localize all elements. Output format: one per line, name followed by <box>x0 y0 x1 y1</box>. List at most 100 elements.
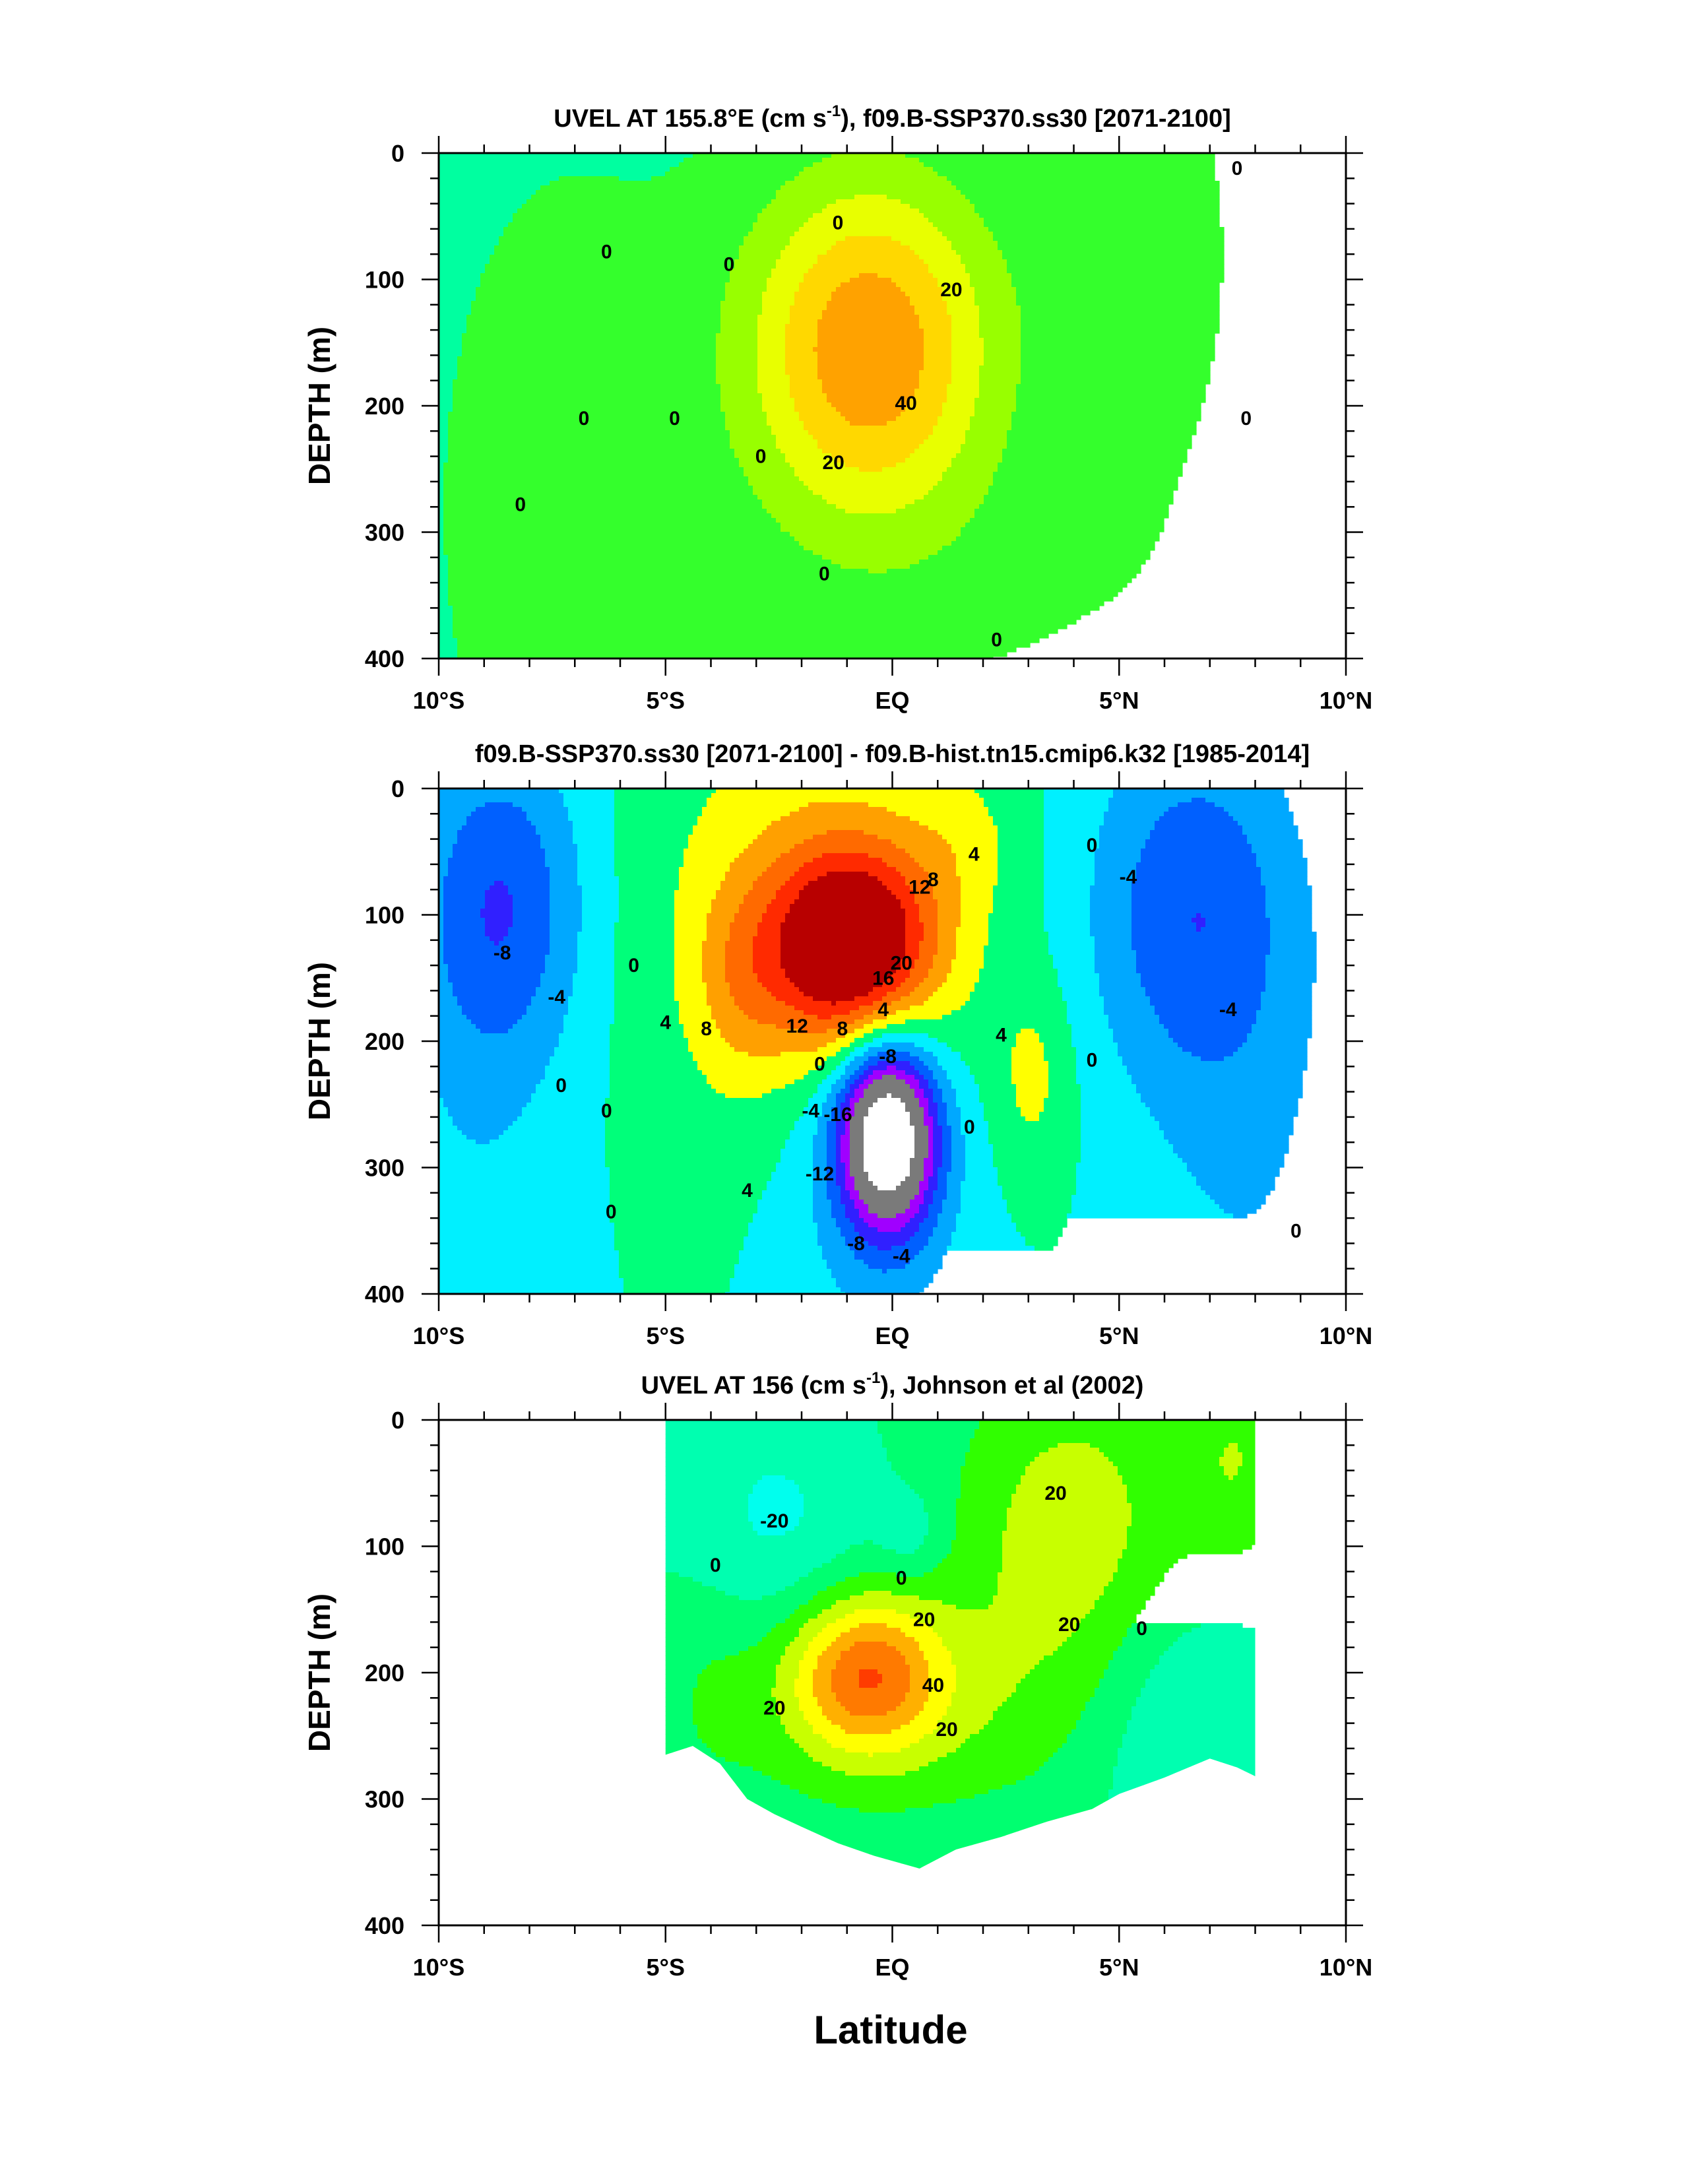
contour-label: 20 <box>891 952 912 974</box>
y-tick-label: 300 <box>365 1786 404 1813</box>
contour-label: 0 <box>1136 1618 1147 1640</box>
contour-label: 8 <box>701 1018 712 1040</box>
contour-label: 0 <box>1240 408 1252 430</box>
axis-ticks <box>422 1403 1363 1943</box>
contour-label: 0 <box>724 254 735 276</box>
y-tick-label: 400 <box>365 1281 404 1308</box>
contour-label: 0 <box>1232 158 1243 179</box>
x-tick-label: 10°S <box>413 1322 464 1349</box>
x-tick-label: EQ <box>875 1954 909 1981</box>
x-tick-label: 5°N <box>1099 1954 1139 1981</box>
contour-label: 0 <box>1087 835 1098 856</box>
contour-label: 20 <box>913 1609 935 1631</box>
x-tick-label: 10°S <box>413 687 464 714</box>
y-tick-label: 200 <box>365 1028 404 1055</box>
y-tick-label: 200 <box>365 393 404 420</box>
x-axis-label: Latitude <box>813 2008 967 2052</box>
contour-label: 20 <box>1058 1614 1080 1636</box>
contour-label: -4 <box>548 986 565 1008</box>
y-tick-label: 100 <box>365 267 404 294</box>
contour-label: 12 <box>786 1015 808 1037</box>
x-tick-label: 10°N <box>1320 1954 1372 1981</box>
contour-fill <box>439 153 1225 658</box>
contour-label: -4 <box>1219 999 1237 1021</box>
y-tick-label: 100 <box>365 1533 404 1560</box>
y-axis-label: DEPTH (m) <box>302 962 336 1120</box>
contour-label: 0 <box>601 241 612 263</box>
contour-label: 0 <box>814 1053 825 1075</box>
x-tick-label: 5°S <box>647 687 685 714</box>
contour-label: 4 <box>877 999 889 1021</box>
contour-label: -16 <box>823 1104 852 1126</box>
contour-label: 0 <box>1291 1220 1302 1242</box>
contour-label: 4 <box>996 1024 1007 1046</box>
contour-fill <box>439 788 1317 1294</box>
contour-label: 0 <box>896 1567 907 1589</box>
x-tick-label: 5°S <box>647 1322 685 1349</box>
contour-label: 0 <box>579 408 590 430</box>
contour-label: 0 <box>964 1116 975 1138</box>
contour-label: -12 <box>806 1163 834 1185</box>
axis-ticks <box>422 771 1363 1311</box>
chart-title: UVEL AT 156 (cm s-1), Johnson et al (200… <box>641 1369 1144 1399</box>
contour-label: 20 <box>1044 1483 1066 1504</box>
y-tick-label: 0 <box>391 140 404 167</box>
y-tick-label: 400 <box>365 1912 404 1939</box>
contour-label: 0 <box>1087 1050 1098 1072</box>
contour-label: 20 <box>822 452 844 474</box>
contour-label: 20 <box>763 1698 785 1719</box>
contour-label: 4 <box>969 844 980 866</box>
y-axis-label: DEPTH (m) <box>302 1593 336 1752</box>
x-tick-label: 10°N <box>1320 687 1372 714</box>
x-tick-label: 5°S <box>647 1954 685 1981</box>
contour-label: 16 <box>872 967 894 989</box>
contour-label: -8 <box>494 942 511 964</box>
contour-label: 12 <box>908 876 930 898</box>
axis-ticks <box>422 136 1363 676</box>
contour-label: 0 <box>755 446 767 468</box>
contour-label: 0 <box>601 1100 612 1122</box>
contour-label: 8 <box>928 869 939 891</box>
contour-labels: 0 0 0 0 0 0 0 0 0 0 0 20 20 40 <box>515 158 1252 651</box>
y-tick-label: 300 <box>365 1155 404 1182</box>
y-tick-label: 0 <box>391 775 404 802</box>
contour-label: -8 <box>879 1046 897 1068</box>
chart-title: UVEL AT 155.8°E (cm s-1), f09.B-SSP370.s… <box>554 102 1230 133</box>
x-tick-label: 10°N <box>1320 1322 1372 1349</box>
contour-label: -4 <box>893 1246 910 1268</box>
y-tick-label: 100 <box>365 902 404 929</box>
y-tick-label: 400 <box>365 645 404 672</box>
x-tick-label: 10°S <box>413 1954 464 1981</box>
chart-title: f09.B-SSP370.ss30 [2071-2100] - f09.B-hi… <box>475 740 1310 768</box>
contour-label: -4 <box>802 1100 819 1122</box>
y-tick-label: 0 <box>391 1407 404 1434</box>
contour-label: 0 <box>606 1202 617 1223</box>
y-axis-label: DEPTH (m) <box>302 327 336 485</box>
contour-label: 0 <box>556 1075 567 1097</box>
contour-label: 0 <box>833 212 844 234</box>
contour-label: 8 <box>837 1018 848 1040</box>
contour-label: 0 <box>515 494 526 515</box>
y-tick-label: 300 <box>365 519 404 546</box>
contour-label: 40 <box>922 1675 944 1696</box>
contour-label: 20 <box>936 1719 957 1741</box>
y-tick-label: 200 <box>365 1659 404 1686</box>
contour-label: -20 <box>760 1510 788 1532</box>
contour-label: 4 <box>742 1180 753 1202</box>
contour-label: -4 <box>1120 866 1137 888</box>
contour-label: 20 <box>940 279 962 301</box>
contour-fill <box>665 1420 1256 1869</box>
contour-label: 0 <box>628 955 639 977</box>
contour-label: 40 <box>895 393 916 414</box>
x-tick-label: 5°N <box>1099 687 1139 714</box>
contour-labels: -20 0 0 20 20 20 0 20 40 20 <box>710 1483 1147 1741</box>
contour-label: 0 <box>819 563 830 585</box>
contour-label: 0 <box>669 408 680 430</box>
contour-label: 4 <box>660 1012 671 1033</box>
x-tick-label: EQ <box>875 687 909 714</box>
